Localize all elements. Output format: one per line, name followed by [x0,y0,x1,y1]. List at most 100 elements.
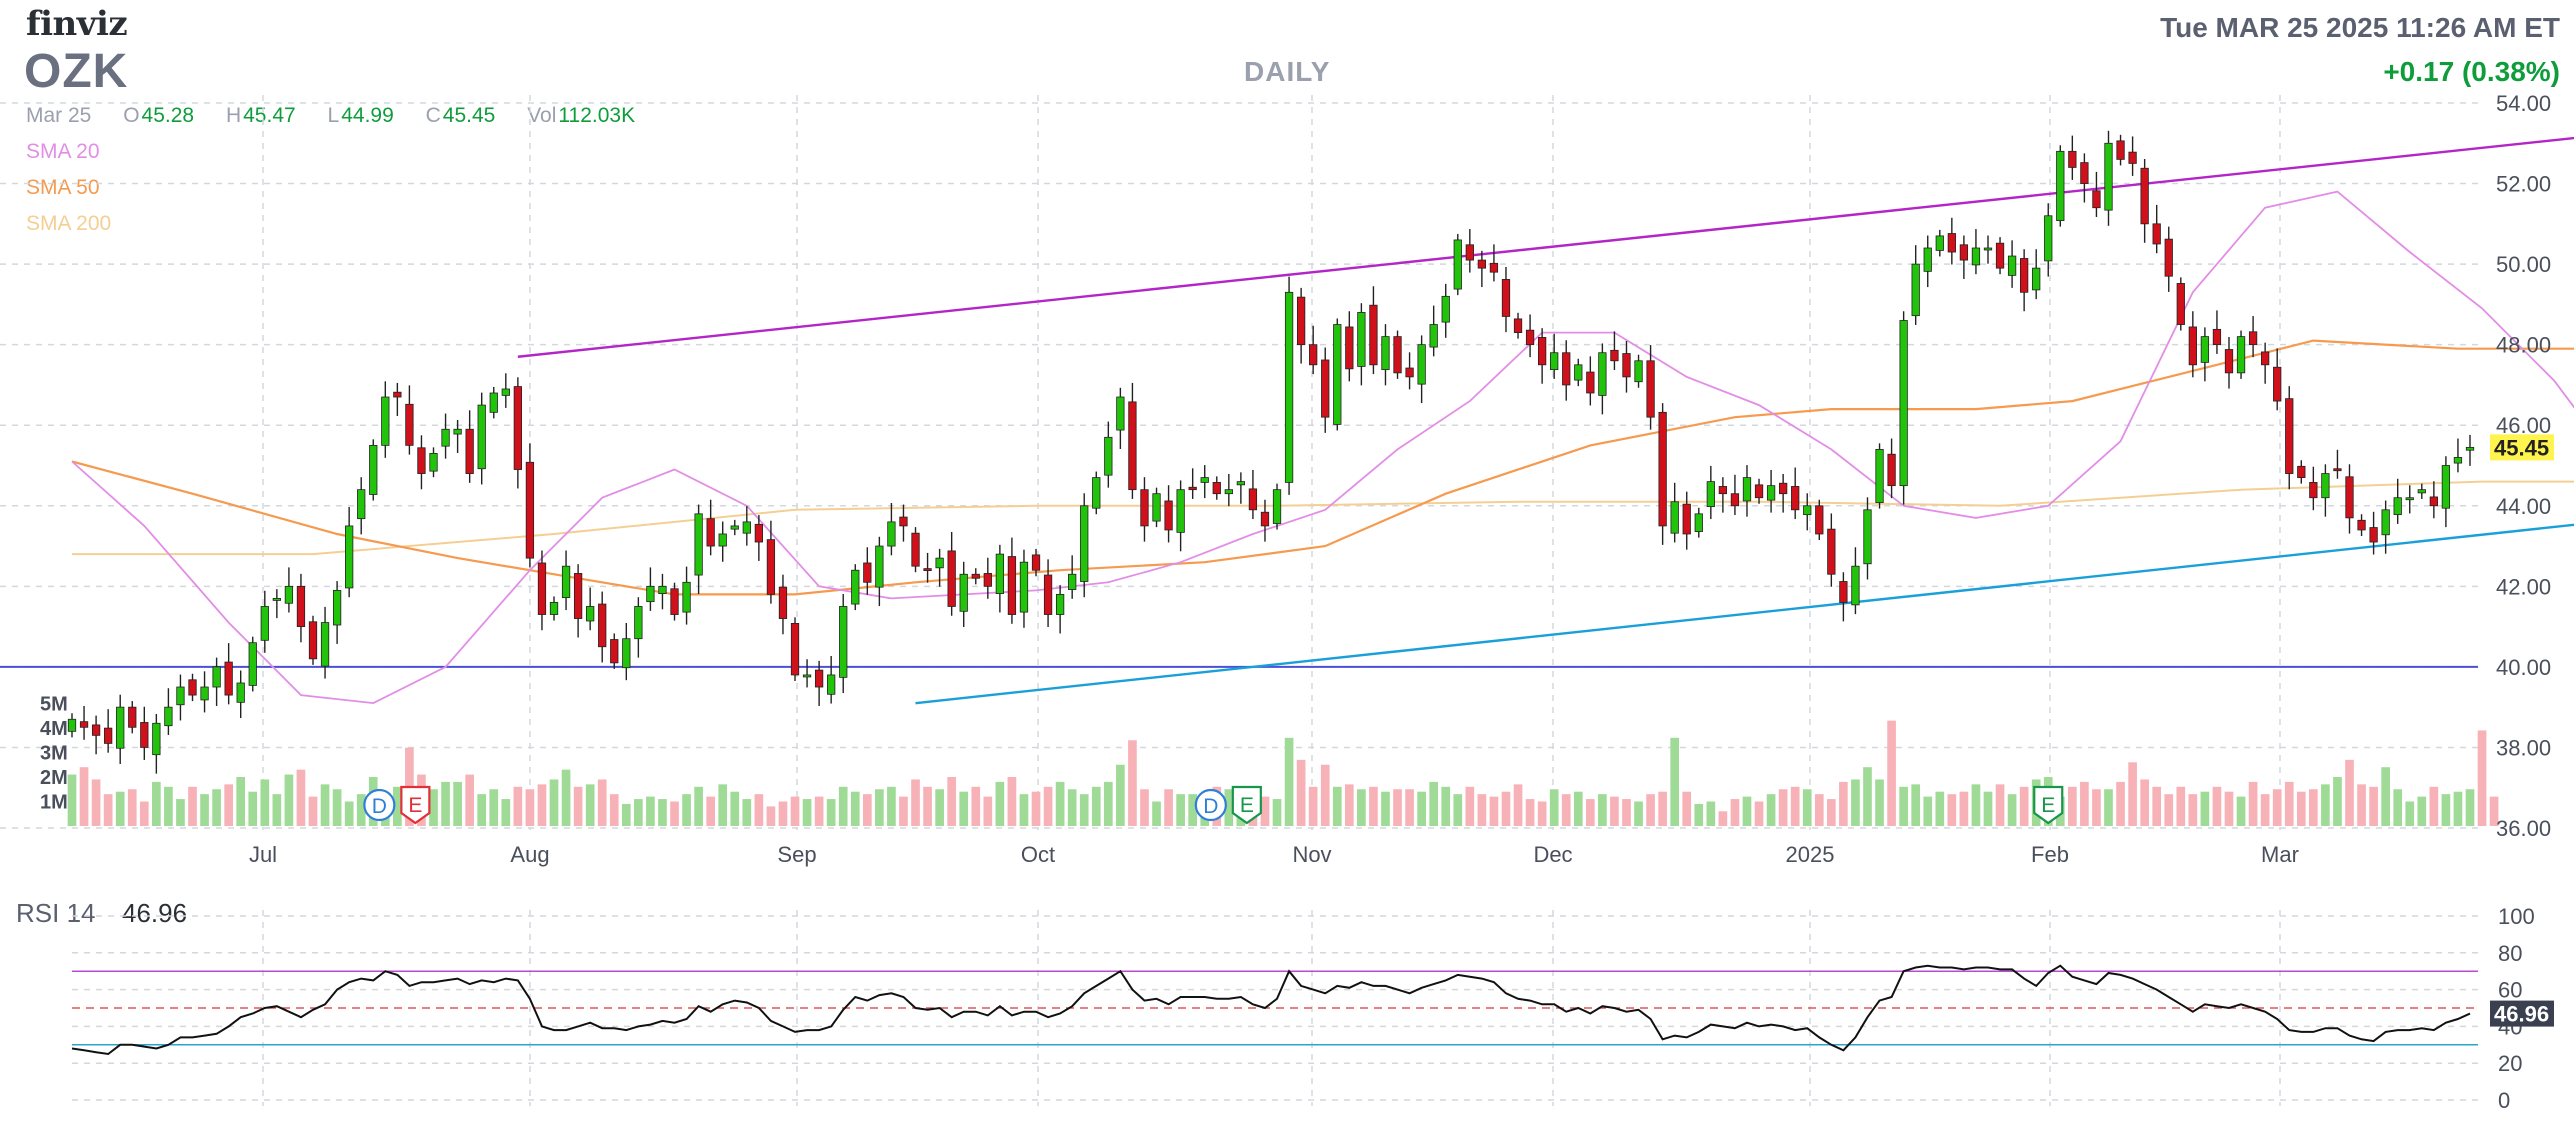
candle-body [116,706,125,749]
x-tick-label: Nov [1292,842,1331,867]
volume-bar [2080,781,2089,826]
volume-bar [706,796,716,826]
volume-bar [1790,786,1800,826]
candle-body [2429,496,2438,507]
volume-bar [561,769,571,826]
earnings-marker [1231,785,1262,825]
candle-body [1116,396,1125,431]
candle-body [441,428,450,447]
volume-bar [947,777,957,826]
candle-body [2044,215,2053,262]
candle-body [308,621,318,660]
candle-body [1176,489,1185,533]
candle-body [851,569,860,605]
volume-bar [2176,786,2186,826]
volume-bar [2212,786,2222,826]
candle-body [525,461,535,559]
sma50-legend[interactable]: SMA 50 [26,176,100,199]
volume-bar [2429,786,2439,826]
volume-bar [2453,791,2463,826]
last-price-tag [2490,434,2554,461]
volume-bar [1525,799,1535,826]
candle-body [236,682,245,703]
candle-body [296,585,306,628]
volume-bar [1272,799,1282,826]
volume-bar [634,799,643,826]
volume-bar [1983,791,1993,826]
sma200-legend[interactable]: SMA 200 [26,212,112,235]
candle-body [1513,318,1523,333]
volume-bar [453,781,462,826]
volume-bar [272,794,282,826]
open-label: O [123,104,140,127]
rsi-value-tag [2490,1000,2554,1027]
candle-body [1658,411,1667,527]
sma20-legend[interactable]: SMA 20 [26,140,100,163]
sma200-line [72,480,2574,556]
candle-body [2309,482,2318,499]
candle-body [2128,151,2137,164]
earnings-marker-label: E [2041,794,2055,817]
candle-body [1465,244,1474,261]
volume-bar [1598,794,1607,826]
volume-bar [694,786,703,826]
candle-body [598,603,607,648]
rsi-tick-label: 100 [2498,904,2535,929]
candle-body [718,533,727,547]
candle-body [164,706,173,727]
volume-bar [935,789,944,826]
candle-body [586,606,595,622]
volume-value: 112.03K [558,104,636,127]
volume-bar [2284,781,2294,826]
rsi-title: RSI 14 [16,898,96,928]
candle-body [2248,331,2258,346]
candle-body [971,573,980,579]
earnings-marker [400,785,431,825]
candle-body [2297,465,2306,478]
volume-bar [995,781,1005,826]
dividend-marker [363,788,396,822]
volume-bar [1971,784,1981,826]
volume-bar [2333,777,2342,826]
candle-body [67,718,77,732]
volume-bar [1429,781,1439,826]
volume-bar [862,794,872,826]
volume-bar [1465,786,1475,826]
volume-bar [2260,794,2270,826]
candle-body [417,447,426,474]
candle-body [730,525,739,530]
candle-body [1610,349,1619,362]
candle-body [742,521,751,534]
datetime-label: Tue MAR 25 2025 11:26 AM ET [2160,12,2560,43]
volume-bar [176,799,185,826]
candle-body [1212,482,1221,495]
candle-body [899,516,908,527]
volume-bar [1622,799,1631,826]
volume-bar [1007,777,1017,826]
candle-body [959,573,968,612]
y-tick-label: 40.00 [2496,655,2551,680]
interval-label[interactable]: DAILY [1244,56,1331,87]
volume-bar [1995,784,2005,826]
finviz-logo[interactable]: finviz [26,4,128,44]
volume-bar [1055,781,1065,826]
volume-bar [1899,786,1908,826]
candle-body [2188,326,2197,366]
candle-body [429,453,438,472]
y-tick-label: 36.00 [2496,816,2551,841]
support-trendline [915,523,2574,705]
rsi-value-tag-label: 46.96 [2494,1002,2549,1027]
volume-bar [2068,786,2077,826]
candle-body [1791,486,1800,511]
volume-bar [1188,794,1198,826]
candle-body [2152,223,2161,245]
candle-body [2417,489,2426,494]
rsi-tick-label: 0 [2498,1088,2510,1113]
volume-bar [1019,794,1029,826]
volume-bar [682,794,691,826]
y-tick-label: 52.00 [2496,172,2551,197]
close-label: C [425,104,441,127]
candle-body [1092,477,1101,509]
